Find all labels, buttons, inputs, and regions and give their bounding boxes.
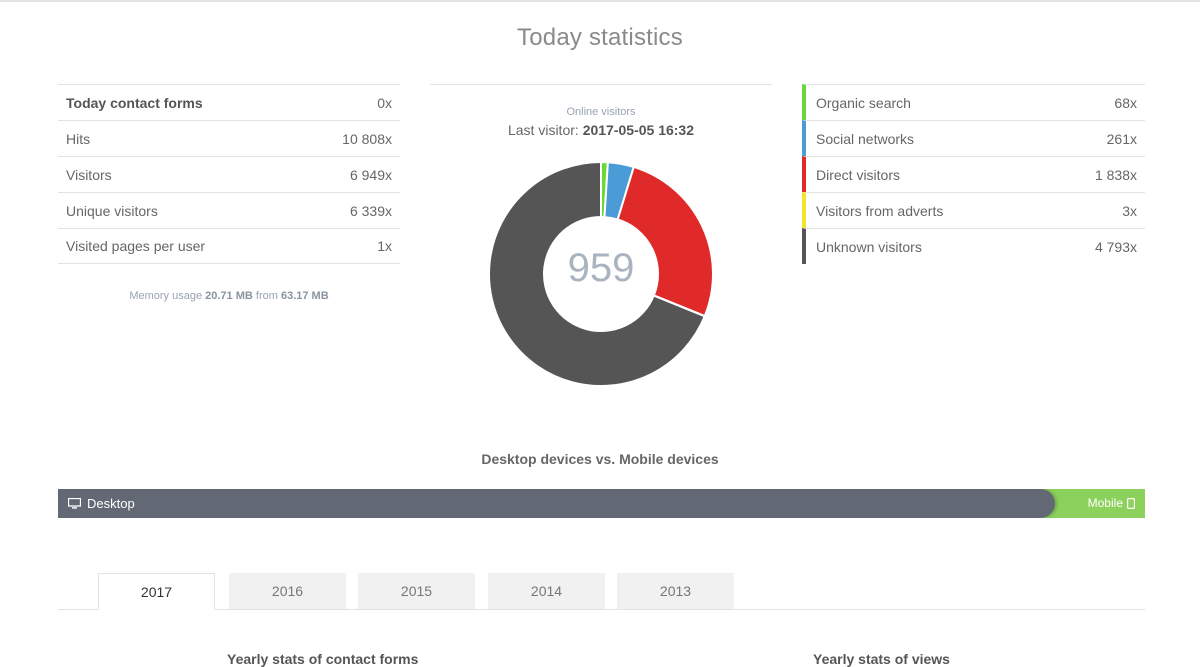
tab-2014[interactable]: 2014	[488, 573, 605, 609]
tab-2016[interactable]: 2016	[229, 573, 346, 609]
mobile-label-wrap: Mobile	[1088, 489, 1135, 518]
online-count: 959	[567, 246, 635, 290]
stat-value: 10 808x	[342, 130, 392, 147]
source-label: Unknown visitors	[816, 238, 922, 255]
today-stats-table: Today contact forms 0x Hits 10 808x Visi…	[58, 84, 400, 264]
source-label: Social networks	[816, 130, 915, 147]
stat-label: Visited pages per user	[66, 238, 206, 254]
stat-row-visitors: Visitors 6 949x	[58, 156, 400, 192]
source-row-social: Social networks 261x	[802, 120, 1145, 156]
stat-label: Unique visitors	[66, 202, 158, 219]
desktop-label: Desktop	[87, 496, 135, 511]
source-row-organic: Organic search 68x	[802, 84, 1145, 120]
desktop-label-wrap: Desktop	[68, 489, 135, 518]
last-visitor-time: 2017-05-05 16:32	[582, 122, 694, 138]
memory-total: 63.17 MB	[280, 290, 329, 302]
source-row-unknown: Unknown visitors 4 793x	[802, 228, 1145, 264]
memory-prefix: Memory usage	[129, 290, 203, 302]
last-visitor: Last visitor: 2017-05-05 16:32	[430, 122, 772, 138]
online-divider	[430, 84, 772, 85]
source-label: Direct visitors	[816, 166, 901, 183]
stat-label: Today contact forms	[66, 94, 203, 111]
stat-value: 0x	[377, 94, 392, 111]
source-value: 4 793x	[1094, 238, 1137, 255]
page-title: Today statistics	[517, 24, 683, 51]
online-visitors-label: Online visitors	[566, 106, 636, 118]
source-value: 261x	[1106, 130, 1137, 147]
stat-row-pages-per-user: Visited pages per user 1x	[58, 228, 400, 264]
donut-slice-direct-visitors	[616, 165, 713, 318]
stat-value: 6 339x	[349, 202, 392, 219]
tabs-baseline	[58, 609, 1145, 610]
stat-row-contact-forms: Today contact forms 0x	[58, 84, 400, 120]
stat-label: Hits	[66, 130, 91, 147]
memory-usage: Memory usage 20.71 MB from 63.17 MB	[58, 290, 400, 302]
traffic-sources-donut	[489, 162, 713, 386]
source-value: 1 838x	[1094, 166, 1137, 183]
memory-sep: from	[255, 290, 278, 302]
source-row-direct: Direct visitors 1 838x	[802, 156, 1145, 192]
donut-slice-unknown-visitors	[489, 162, 707, 386]
tab-2015[interactable]: 2015	[358, 573, 475, 609]
traffic-sources-table: Organic search 68x Social networks 261x …	[802, 84, 1145, 264]
source-row-adverts: Visitors from adverts 3x	[802, 192, 1145, 228]
stat-row-unique-visitors: Unique visitors 6 339x	[58, 192, 400, 228]
last-visitor-label: Last visitor:	[507, 122, 579, 138]
source-value: 68x	[1114, 94, 1137, 111]
stat-value: 6 949x	[349, 166, 392, 183]
tab-2013[interactable]: 2013	[617, 573, 734, 609]
source-value: 3x	[1122, 202, 1137, 219]
monitor-icon	[68, 498, 81, 509]
source-label: Visitors from adverts	[816, 202, 944, 219]
stat-label: Visitors	[66, 166, 112, 183]
stat-row-hits: Hits 10 808x	[58, 120, 400, 156]
contact-forms-heading: Yearly stats of contact forms	[227, 651, 419, 667]
devices-title: Desktop devices vs. Mobile devices	[481, 451, 719, 467]
memory-used: 20.71 MB	[205, 290, 253, 302]
tab-2017[interactable]: 2017	[98, 573, 215, 610]
views-heading: Yearly stats of views	[813, 651, 950, 667]
desktop-bar-segment: Desktop	[58, 489, 1055, 518]
devices-bar: Desktop Mobile	[58, 489, 1145, 518]
mobile-label: Mobile	[1087, 496, 1123, 510]
mobile-phone-icon	[1127, 498, 1135, 509]
stat-value: 1x	[377, 238, 392, 254]
top-border	[0, 0, 1200, 2]
source-label: Organic search	[816, 94, 911, 111]
